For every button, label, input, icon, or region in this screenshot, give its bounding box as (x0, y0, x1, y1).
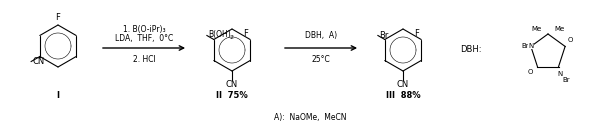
Text: DBH,  A): DBH, A) (305, 31, 337, 40)
Text: N: N (557, 71, 562, 77)
Text: Br: Br (521, 43, 529, 49)
Text: LDA,  THF,  0°C: LDA, THF, 0°C (115, 34, 173, 43)
Text: CN: CN (397, 80, 409, 89)
Text: III  88%: III 88% (386, 90, 421, 99)
Text: F: F (56, 13, 61, 22)
Text: CN: CN (32, 57, 44, 66)
Text: 2: 2 (230, 35, 234, 40)
Text: II  75%: II 75% (216, 90, 248, 99)
Text: N: N (528, 43, 533, 49)
Text: O: O (528, 69, 533, 75)
Text: B(OH): B(OH) (208, 30, 230, 39)
Text: A):  NaOMe,  MeCN: A): NaOMe, MeCN (274, 113, 346, 122)
Text: I: I (56, 90, 59, 99)
Text: Br: Br (563, 77, 570, 83)
Text: 2. HCl: 2. HCl (133, 55, 155, 64)
Text: DBH:: DBH: (460, 45, 482, 55)
Text: Me: Me (532, 26, 542, 32)
Text: F: F (415, 29, 419, 38)
Text: Br: Br (379, 31, 388, 40)
Text: CN: CN (226, 80, 238, 89)
Text: O: O (568, 37, 574, 43)
Text: 1. B(O-iPr)₃: 1. B(O-iPr)₃ (122, 25, 166, 34)
Text: F: F (244, 29, 248, 38)
Text: 25°C: 25°C (311, 55, 331, 64)
Text: Me: Me (554, 26, 564, 32)
